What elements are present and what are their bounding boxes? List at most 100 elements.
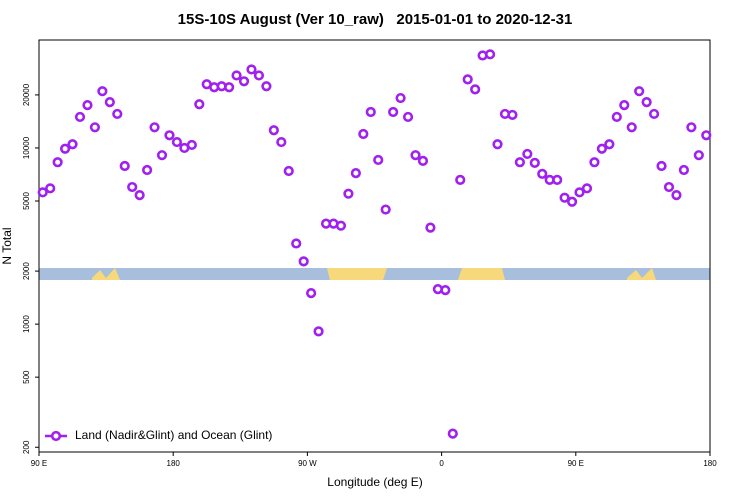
data-point bbox=[410, 150, 421, 161]
data-point bbox=[358, 128, 369, 140]
data-point bbox=[97, 86, 108, 97]
y-tick-label: 200 bbox=[22, 440, 31, 454]
data-point bbox=[447, 428, 458, 439]
data-point bbox=[686, 122, 697, 133]
map-land bbox=[627, 268, 656, 280]
data-point bbox=[417, 155, 429, 166]
y-tick-label: 5000 bbox=[22, 192, 31, 210]
data-point bbox=[566, 196, 578, 207]
data-point bbox=[507, 109, 518, 121]
data-point bbox=[343, 188, 354, 199]
data-point bbox=[634, 86, 645, 97]
data-point bbox=[291, 238, 302, 249]
data-point bbox=[604, 139, 615, 150]
data-point bbox=[52, 157, 63, 168]
y-tick-label: 500 bbox=[22, 370, 31, 384]
data-point bbox=[380, 204, 391, 215]
data-point bbox=[261, 81, 272, 92]
data-point bbox=[186, 139, 197, 151]
data-point bbox=[231, 70, 242, 81]
data-point bbox=[663, 181, 675, 193]
data-point bbox=[656, 160, 667, 172]
map-land bbox=[327, 268, 387, 280]
data-point bbox=[373, 154, 384, 166]
x-axis-label: Longitude (deg E) bbox=[327, 475, 422, 489]
y-tick-label: 20000 bbox=[22, 83, 31, 106]
data-point bbox=[298, 256, 309, 267]
data-point bbox=[462, 74, 473, 85]
data-point bbox=[127, 181, 138, 193]
data-point bbox=[522, 148, 533, 160]
data-point bbox=[596, 143, 607, 154]
data-point bbox=[619, 100, 630, 111]
y-tick-label: 1000 bbox=[22, 315, 31, 333]
data-point bbox=[492, 139, 503, 150]
legend-marker bbox=[50, 430, 62, 442]
data-point bbox=[701, 130, 712, 141]
data-point bbox=[104, 97, 115, 108]
data-point bbox=[537, 168, 548, 179]
data-point bbox=[455, 174, 466, 185]
data-point bbox=[238, 76, 250, 87]
data-point bbox=[134, 189, 145, 201]
data-point bbox=[89, 122, 101, 133]
data-point bbox=[276, 136, 287, 148]
data-point bbox=[164, 130, 175, 141]
data-point bbox=[529, 157, 540, 168]
data-point bbox=[74, 111, 86, 123]
data-point bbox=[678, 164, 690, 176]
data-point bbox=[224, 82, 235, 93]
x-tick-label: 180 bbox=[703, 459, 717, 468]
map-land bbox=[92, 268, 120, 280]
x-tick-label: 90 E bbox=[568, 459, 584, 468]
data-point bbox=[552, 174, 563, 185]
data-point bbox=[425, 222, 436, 233]
data-point bbox=[671, 189, 682, 201]
y-axis-label: N Total bbox=[0, 227, 14, 264]
x-tick-label: 90 W bbox=[298, 459, 317, 468]
data-point bbox=[395, 92, 406, 104]
data-point bbox=[246, 64, 257, 75]
data-point bbox=[440, 285, 451, 296]
data-point bbox=[559, 192, 570, 203]
legend-label: Land (Nadir&Glint) and Ocean (Glint) bbox=[75, 428, 272, 442]
data-point bbox=[67, 139, 78, 150]
data-point bbox=[470, 84, 481, 95]
data-point bbox=[59, 143, 71, 154]
data-point bbox=[388, 106, 399, 118]
data-point bbox=[648, 108, 660, 120]
data-point bbox=[194, 99, 205, 110]
plot-frame bbox=[38, 39, 711, 453]
x-tick-label: 180 bbox=[167, 459, 181, 468]
data-point bbox=[253, 70, 265, 81]
data-point bbox=[37, 187, 48, 198]
data-point bbox=[350, 167, 361, 179]
chart-title: 15S-10S August (Ver 10_raw) 2015-01-01 t… bbox=[178, 11, 573, 28]
data-point bbox=[484, 49, 496, 60]
data-point bbox=[574, 187, 585, 198]
y-tick-label: 10000 bbox=[22, 136, 31, 159]
data-point bbox=[142, 164, 153, 176]
data-point bbox=[313, 326, 324, 337]
data-point bbox=[589, 157, 600, 168]
data-point bbox=[283, 165, 294, 177]
map-strip bbox=[39, 268, 710, 280]
data-point bbox=[626, 122, 637, 133]
data-point bbox=[156, 150, 168, 161]
data-point bbox=[119, 160, 130, 172]
data-point bbox=[641, 97, 652, 108]
data-point bbox=[149, 122, 160, 133]
data-point bbox=[112, 108, 123, 120]
data-point bbox=[514, 157, 525, 168]
data-point bbox=[171, 136, 183, 148]
data-point bbox=[82, 100, 93, 111]
x-tick-label: 0 bbox=[439, 459, 444, 468]
y-tick-label: 2000 bbox=[22, 262, 31, 280]
data-point bbox=[306, 288, 317, 299]
data-point bbox=[693, 150, 704, 161]
data-point bbox=[45, 183, 56, 194]
data-point bbox=[611, 111, 622, 123]
x-tick-label: 90 E bbox=[31, 459, 47, 468]
